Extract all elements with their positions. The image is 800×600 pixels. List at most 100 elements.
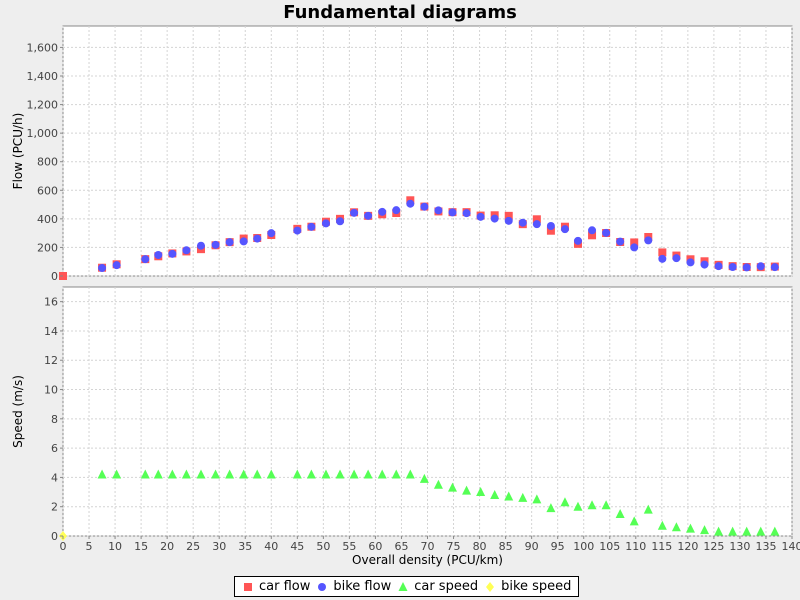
- x-tick-label: 20: [160, 540, 174, 553]
- bike-flow-point: [406, 199, 415, 208]
- car-flow-point: [504, 211, 513, 220]
- car-speed-point: [112, 469, 122, 479]
- bike-flow-point: [239, 237, 248, 246]
- x-tick-label: 135: [755, 540, 776, 553]
- bike-flow-point: [686, 258, 695, 267]
- bike-flow-point: [293, 226, 302, 235]
- car-speed-point: [196, 469, 206, 479]
- car-speed-point: [433, 479, 443, 489]
- car-speed-point: [391, 469, 401, 479]
- x-tick-label: 95: [551, 540, 565, 553]
- bike-flow-point: [672, 254, 681, 263]
- x-tick-label: 10: [108, 540, 122, 553]
- car-speed-point: [97, 469, 107, 479]
- bike-flow-point: [141, 255, 150, 264]
- y-tick-label: 4: [51, 471, 58, 484]
- x-tick-label: 60: [368, 540, 382, 553]
- y-tick-label: 10: [44, 384, 58, 397]
- bike-flow-point: [378, 207, 387, 216]
- car-speed-point: [476, 487, 486, 497]
- car-speed-point: [573, 501, 583, 511]
- x-tick-label: 125: [703, 540, 724, 553]
- bike-flow-point: [546, 222, 555, 230]
- x-tick-label: 35: [238, 540, 252, 553]
- x-tick-label: 90: [525, 540, 539, 553]
- bike-flow-point: [364, 211, 373, 220]
- x-tick-label: 130: [729, 540, 750, 553]
- legend-marker: [318, 582, 327, 591]
- legend-marker: [244, 582, 252, 591]
- car-speed-point: [601, 500, 611, 510]
- y-tick-label: 1,000: [27, 127, 59, 140]
- y-tick-label: 16: [44, 296, 58, 309]
- car-flow-point: [546, 226, 555, 235]
- x-tick-label: 15: [134, 540, 148, 553]
- car-speed-point: [685, 523, 695, 533]
- legend-symbol: [398, 581, 408, 591]
- car-speed-point: [657, 520, 667, 530]
- y-tick-label: 1,200: [27, 99, 59, 112]
- x-tick-label: 115: [651, 540, 672, 553]
- legend-item-car-speed: car speed: [397, 579, 478, 594]
- legend-symbol: [244, 582, 252, 591]
- x-tick-label: 0: [60, 540, 67, 553]
- car-speed-point: [490, 489, 500, 499]
- bike-flow-point: [392, 206, 401, 215]
- x-tick-label: 45: [290, 540, 304, 553]
- y-tick-label: 12: [44, 354, 58, 367]
- y-tick-label: 200: [37, 241, 58, 254]
- car-speed-point: [211, 469, 221, 479]
- y-axis-label-flow: Flow (PCU/h): [11, 113, 25, 190]
- bike-flow-point: [350, 208, 359, 217]
- bike-flow-point: [588, 226, 597, 235]
- bike-flow-point: [728, 263, 737, 271]
- legend-marker: [486, 581, 495, 592]
- car-speed-point: [335, 469, 345, 479]
- car-speed-point: [532, 494, 542, 504]
- y-tick-label: 0: [51, 530, 58, 543]
- bike-flow-point: [448, 208, 457, 217]
- bike-flow-point: [714, 262, 723, 271]
- bike-flow-point: [336, 217, 345, 226]
- y-tick-label: 1,400: [27, 70, 59, 83]
- car-speed-point: [587, 500, 597, 510]
- bike-flow-point: [504, 216, 513, 225]
- legend-item-car-flow: car flow: [242, 579, 310, 594]
- x-tick-label: 5: [86, 540, 93, 553]
- car-speed-point: [349, 469, 359, 479]
- car-speed-point: [714, 526, 724, 536]
- car-speed-point: [756, 526, 766, 536]
- bike-flow-point: [700, 260, 709, 269]
- bike-flow-point: [518, 218, 527, 227]
- car-speed-point: [518, 492, 528, 502]
- x-tick-label: 30: [212, 540, 226, 553]
- car-speed-point: [363, 469, 373, 479]
- car-speed-point: [770, 526, 780, 536]
- car-flow-point: [658, 248, 667, 257]
- bike-flow-point: [630, 243, 639, 252]
- bike-flow-point: [98, 264, 107, 272]
- car-speed-point: [306, 469, 316, 479]
- bike-flow-point: [196, 241, 205, 250]
- y-axis-label-speed: Speed (m/s): [11, 375, 25, 448]
- car-flow-point: [588, 231, 597, 240]
- bike-flow-point: [658, 254, 667, 263]
- car-speed-point: [321, 469, 331, 479]
- car-speed-point: [377, 469, 387, 479]
- legend-label: bike flow: [333, 579, 392, 594]
- car-speed-point: [181, 469, 191, 479]
- bike-flow-point: [211, 240, 220, 249]
- bike-flow-point: [462, 209, 471, 218]
- car-speed-point: [643, 504, 653, 514]
- bike-flow-point: [602, 228, 611, 237]
- car-speed-point: [419, 473, 429, 483]
- car-speed-point: [405, 469, 415, 479]
- bike-flow-point: [560, 225, 569, 234]
- car-speed-point: [266, 469, 276, 479]
- legend-label: bike speed: [501, 579, 572, 594]
- x-tick-label: 80: [473, 540, 487, 553]
- y-tick-label: 400: [37, 213, 58, 226]
- legend-item-bike-speed: bike speed: [484, 579, 571, 594]
- x-tick-label: 140: [782, 540, 800, 553]
